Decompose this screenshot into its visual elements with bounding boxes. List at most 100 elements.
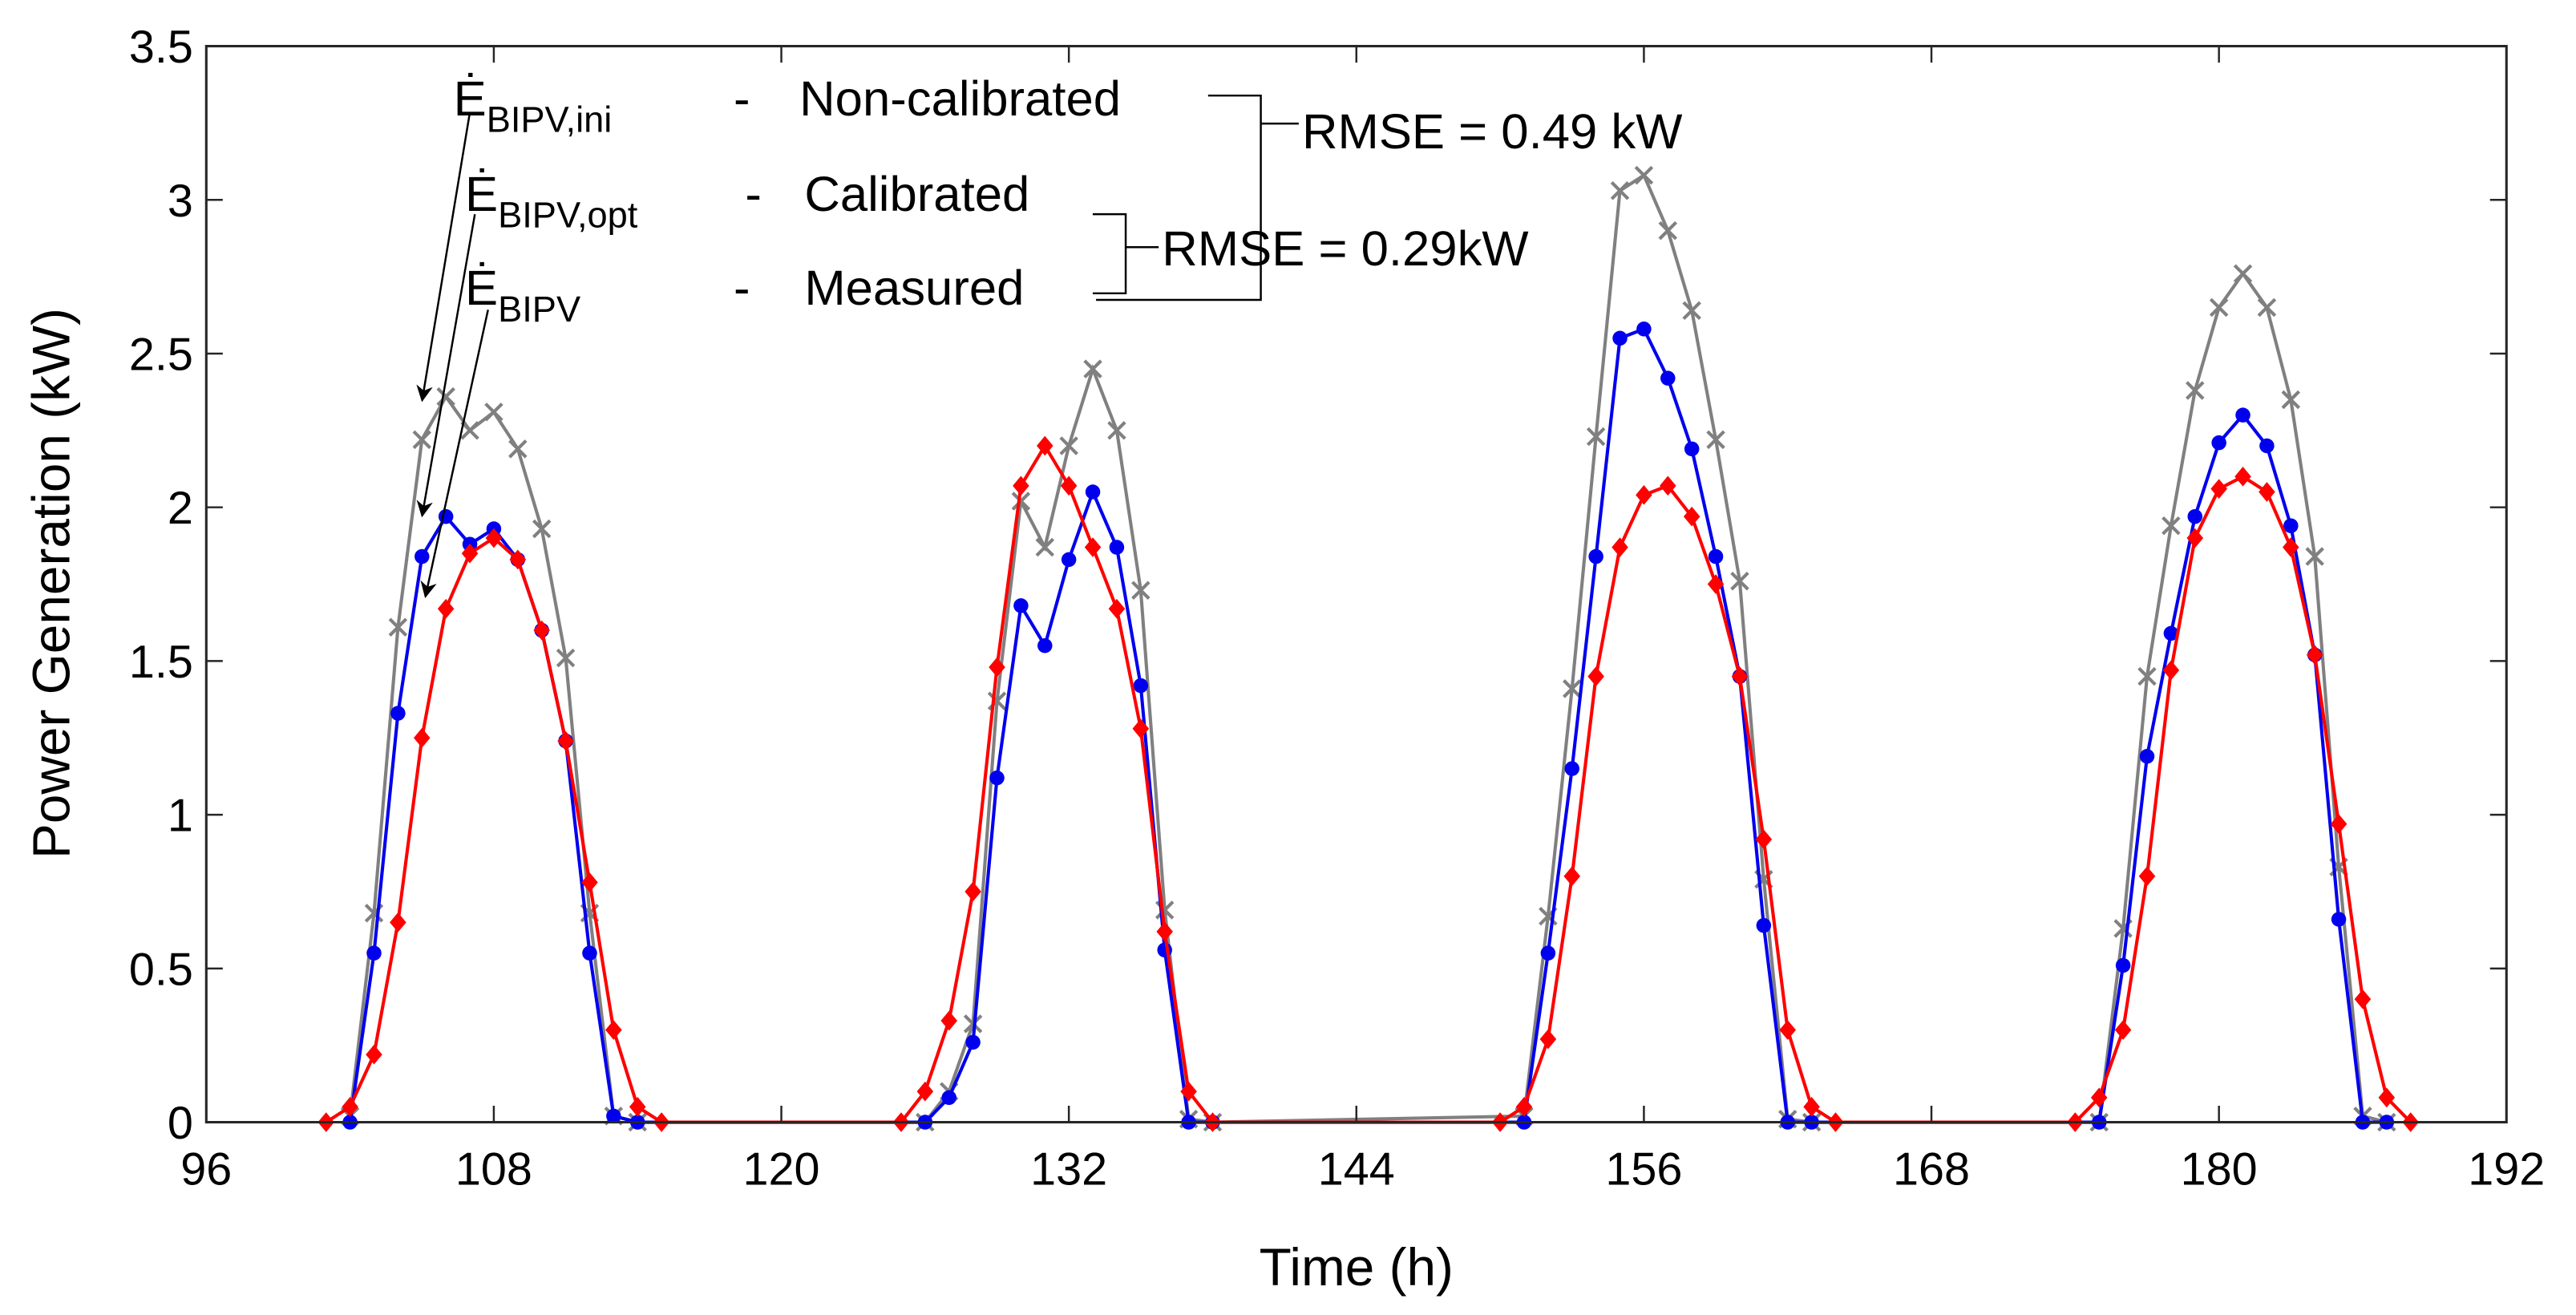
marker-circle [965, 1034, 981, 1050]
marker-circle [2187, 508, 2203, 524]
marker-circle [1037, 637, 1053, 653]
marker-x [1107, 421, 1126, 440]
marker-circle [1684, 441, 1700, 457]
arrow [416, 111, 471, 403]
y-tick-label: 3 [168, 176, 193, 227]
marker-circle [438, 508, 454, 524]
marker-circle [1588, 548, 1603, 564]
marker-circle [1013, 598, 1029, 613]
marker-circle [1061, 552, 1077, 568]
rmse-label: RMSE = 0.29kW [1162, 221, 1528, 277]
marker-x [1131, 581, 1151, 600]
marker-x [1035, 537, 1055, 557]
marker-x [412, 430, 431, 450]
marker-diamond [2378, 1087, 2396, 1108]
bracket [1096, 94, 1262, 301]
marker-diamond [916, 1081, 934, 1102]
marker-x [460, 421, 479, 440]
y-tick-label: 0 [168, 1098, 193, 1149]
marker-circle [1756, 917, 1772, 933]
marker-diamond [1515, 1097, 1533, 1117]
arrow [416, 213, 476, 518]
marker-x [2186, 381, 2205, 400]
series-line [348, 172, 2388, 1124]
marker-diamond [1683, 506, 1700, 527]
y-tick-label: 1.5 [129, 637, 193, 688]
marker-diamond [1779, 1020, 1796, 1040]
marker-circle [1564, 761, 1580, 776]
annotation-dash: - [745, 167, 762, 222]
y-tick-label: 2 [168, 483, 193, 534]
marker-x [2233, 264, 2253, 284]
y-tick-label: 3.5 [129, 22, 193, 73]
marker-x [1658, 221, 1678, 241]
marker-diamond [366, 1044, 382, 1065]
marker-diamond [2090, 1087, 2108, 1108]
annotation-dash: - [734, 261, 750, 316]
marker-diamond [342, 1097, 358, 1117]
marker-diamond [1803, 1097, 1820, 1117]
marker-x [2257, 297, 2277, 318]
marker-x [1706, 430, 1725, 450]
marker-circle [2259, 438, 2275, 454]
annotation-dash: - [734, 71, 750, 127]
marker-circle [390, 706, 406, 721]
marker-circle [2331, 912, 2347, 927]
y-tick-label: 2.5 [129, 330, 193, 381]
marker-circle [1612, 330, 1628, 346]
marker-x [532, 519, 552, 539]
marker-x [1730, 571, 1749, 591]
marker-circle [1133, 678, 1149, 694]
x-tick-label: 144 [1318, 1144, 1395, 1196]
marker-x [1059, 436, 1078, 455]
annotation-symbol: ĖBIPV,ini [454, 71, 613, 140]
marker-x [1634, 165, 1654, 185]
y-axis-label: Power Generation (kW) [22, 308, 81, 859]
marker-x [2281, 390, 2301, 410]
marker-circle [1085, 484, 1101, 500]
marker-diamond [2138, 866, 2156, 887]
marker-circle [2139, 749, 2155, 764]
x-tick-label: 180 [2181, 1144, 2258, 1196]
marker-x [2137, 666, 2157, 686]
marker-diamond [1013, 475, 1029, 496]
annotation-block: ĖBIPV,ini - Non-calibrated ĖBIPV,opt - C… [416, 71, 1682, 598]
marker-x [2305, 547, 2324, 566]
x-tick-label: 96 [180, 1144, 232, 1196]
marker-circle [366, 945, 382, 961]
marker-circle [1636, 322, 1652, 337]
marker-x [1586, 427, 1606, 447]
annotation-label: Non-calibrated [799, 71, 1121, 127]
arrow [420, 310, 489, 598]
x-tick-label: 156 [1605, 1144, 1682, 1196]
marker-diamond [2330, 814, 2348, 834]
annotation-label: Calibrated [804, 167, 1029, 222]
symbol: Ė [454, 71, 487, 127]
marker-circle [2283, 518, 2299, 533]
marker-diamond [2234, 467, 2251, 487]
marker-diamond [605, 1020, 622, 1040]
marker-diamond [2114, 1020, 2132, 1040]
marker-diamond [1731, 666, 1749, 686]
x-tick-label: 132 [1030, 1144, 1107, 1196]
marker-circle [1660, 370, 1676, 386]
marker-diamond [1156, 921, 1173, 942]
marker-x [556, 648, 576, 668]
subscript: BIPV,ini [487, 99, 613, 140]
annotation-symbol: ĖBIPV [465, 261, 580, 330]
x-tick-label: 108 [455, 1144, 532, 1196]
marker-circle [1540, 945, 1556, 961]
x-tick-label: 192 [2468, 1144, 2545, 1196]
marker-x [1682, 301, 1701, 321]
marker-circle [2115, 957, 2131, 973]
marker-diamond [533, 620, 550, 641]
marker-diamond [1060, 475, 1078, 496]
marker-x [508, 439, 528, 459]
symbol: Ė [465, 261, 498, 316]
marker-x [1563, 679, 1582, 698]
annotation-label: Measured [804, 261, 1024, 316]
marker-diamond [413, 727, 431, 748]
x-tick-label: 168 [1893, 1144, 1970, 1196]
